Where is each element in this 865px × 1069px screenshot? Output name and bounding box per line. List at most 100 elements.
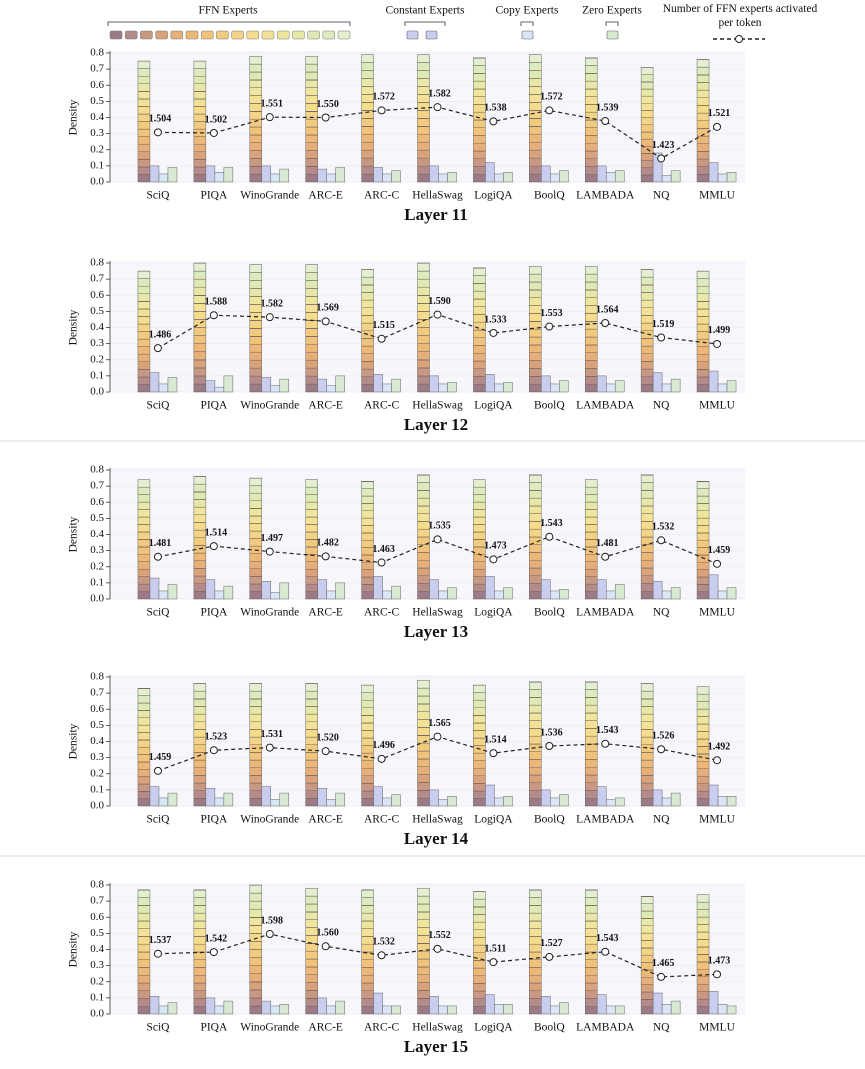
value-label: 1.598: [261, 915, 284, 926]
y-axis-label: Density: [68, 931, 80, 967]
bar: [270, 799, 281, 807]
panel: 0.0 0.1 0.2 0.3 0.4 0.5 0.6 0.7 0.8 Density Layer …: [68, 671, 745, 848]
value-label: 1.588: [205, 297, 228, 308]
y-tick-label: 0.6: [90, 703, 104, 715]
ffn-bar: [193, 60, 207, 183]
value-label: 1.463: [372, 544, 395, 555]
bar: [205, 579, 216, 600]
bar: [541, 789, 551, 807]
y-tick-label: 0.7: [90, 687, 104, 699]
line-marker: [377, 951, 386, 960]
bar: [326, 1005, 336, 1015]
bar: [270, 1005, 281, 1015]
x-tick-label: BoolQ: [534, 190, 565, 202]
bar: [149, 165, 160, 183]
y-tick-label: 0.2: [90, 975, 104, 987]
value-label: 1.459: [149, 752, 172, 763]
bar: [261, 581, 272, 600]
bar: [541, 375, 551, 393]
ffn-bar: [193, 889, 207, 1015]
y-tick-label: 0.6: [90, 496, 104, 508]
bar: [326, 799, 336, 807]
bar: [652, 789, 663, 807]
legend-swatch: [246, 30, 260, 40]
bar: [167, 792, 178, 807]
y-tick-label: 0.6: [90, 911, 104, 923]
legend-label: FFN Experts: [198, 5, 258, 17]
bar: [670, 170, 681, 183]
bar: [652, 581, 663, 600]
bar: [717, 173, 728, 183]
x-tick-label: ARC-E: [308, 814, 343, 826]
y-tick-label: 0.0: [90, 593, 104, 605]
y-tick-label: 0.1: [90, 991, 104, 1003]
legend-swatch: [185, 30, 199, 40]
bar: [429, 375, 439, 393]
ffn-bar: [640, 683, 654, 807]
bar: [223, 375, 234, 393]
bar: [614, 380, 625, 393]
y-tick-label: 0.8: [90, 257, 104, 269]
y-tick-label: 0.4: [90, 528, 104, 540]
bar: [717, 590, 728, 600]
bar: [438, 173, 448, 183]
x-tick-label: NQ: [653, 190, 670, 202]
value-label: 1.515: [372, 320, 395, 331]
value-label: 1.532: [372, 937, 395, 948]
bar: [438, 799, 448, 807]
y-tick-label: 0.3: [90, 337, 104, 349]
value-label: 1.502: [205, 114, 228, 125]
bar: [726, 172, 737, 183]
bar: [373, 167, 383, 183]
ffn-bar: [529, 681, 542, 807]
value-label: 1.538: [484, 103, 507, 114]
value-label: 1.542: [205, 933, 228, 944]
ffn-bar: [417, 262, 430, 393]
x-tick-label: BoolQ: [534, 1022, 565, 1034]
x-tick-label: ARC-E: [308, 400, 343, 412]
line-marker: [713, 339, 722, 348]
x-tick-label: LAMBADA: [576, 607, 635, 619]
y-tick-label: 0.1: [90, 159, 104, 171]
legend-swatch: [521, 30, 534, 40]
bar: [559, 1002, 569, 1015]
x-tick-label: MMLU: [699, 814, 735, 826]
bar: [391, 794, 401, 807]
bar: [447, 587, 457, 600]
bar: [717, 383, 728, 393]
bar: [670, 587, 681, 600]
bar: [559, 794, 569, 807]
bar: [605, 799, 616, 807]
bar: [270, 592, 281, 600]
value-label: 1.572: [540, 92, 563, 103]
ffn-bar: [137, 479, 151, 600]
ffn-bar: [529, 54, 542, 183]
line-marker: [601, 947, 610, 956]
x-tick-label: BoolQ: [534, 607, 565, 619]
bar: [214, 797, 225, 807]
ffn-bar: [193, 262, 207, 393]
bar: [614, 584, 625, 600]
value-label: 1.481: [149, 538, 172, 549]
y-tick-label: 0.0: [90, 800, 104, 812]
value-label: 1.481: [596, 538, 619, 549]
bar: [485, 374, 495, 393]
legend-swatch: [337, 30, 351, 40]
bar: [261, 1000, 272, 1015]
value-label: 1.543: [540, 518, 563, 529]
line-marker: [433, 732, 442, 741]
x-tick-label: LAMBADA: [576, 814, 635, 826]
bar: [541, 165, 551, 183]
x-tick-label: PIQA: [200, 814, 228, 826]
value-label: 1.569: [316, 303, 339, 314]
line-marker: [489, 958, 498, 967]
bar: [382, 797, 392, 807]
panel: 0.0 0.1 0.2 0.3 0.4 0.5 0.6 0.7 0.8 Density Layer …: [68, 879, 745, 1056]
line-marker: [265, 743, 274, 752]
line-marker: [321, 317, 330, 326]
bar: [335, 167, 345, 183]
bar: [279, 1004, 290, 1015]
bar: [158, 590, 169, 600]
y-tick-label: 0.2: [90, 143, 104, 155]
